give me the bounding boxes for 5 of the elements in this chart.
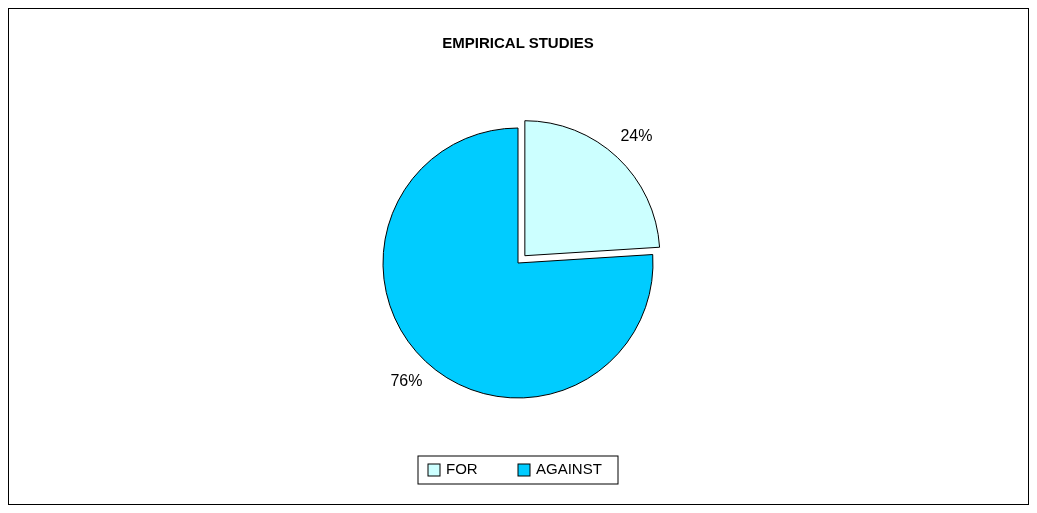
data-label: 24% bbox=[620, 127, 653, 145]
legend-label: AGAINST bbox=[536, 459, 602, 477]
data-label: 76% bbox=[390, 372, 423, 390]
chart-title: EMPIRICAL STUDIES bbox=[442, 34, 594, 51]
legend-label: FOR bbox=[446, 459, 478, 477]
